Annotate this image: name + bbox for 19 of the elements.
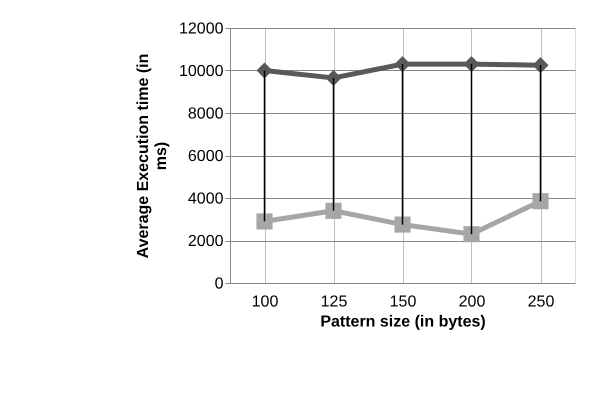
point bbox=[394, 216, 411, 233]
point bbox=[256, 213, 273, 230]
x-tick-label: 125 bbox=[320, 294, 348, 310]
y-tick-label: 4000 bbox=[188, 190, 224, 208]
x-tick-label: 100 bbox=[252, 294, 278, 310]
y-axis-title: Average Execution time (in ms) bbox=[135, 54, 170, 258]
y-tick-label: 8000 bbox=[188, 106, 224, 122]
y-tick-label: 0 bbox=[214, 276, 224, 292]
y-tick-label: 6000 bbox=[188, 148, 224, 165]
y-tick-label: 10000 bbox=[179, 63, 224, 80]
y-tick-label: 12000 bbox=[179, 20, 224, 38]
point bbox=[532, 193, 549, 210]
x-axis-title: Pattern size (in bytes) bbox=[320, 314, 486, 330]
y-tick-label: 2000 bbox=[188, 233, 224, 250]
point bbox=[325, 202, 342, 219]
point bbox=[463, 226, 480, 242]
x-tick-label: 250 bbox=[528, 294, 554, 310]
x-tick-label: 200 bbox=[458, 294, 486, 310]
x-tick-label: 150 bbox=[390, 294, 416, 310]
